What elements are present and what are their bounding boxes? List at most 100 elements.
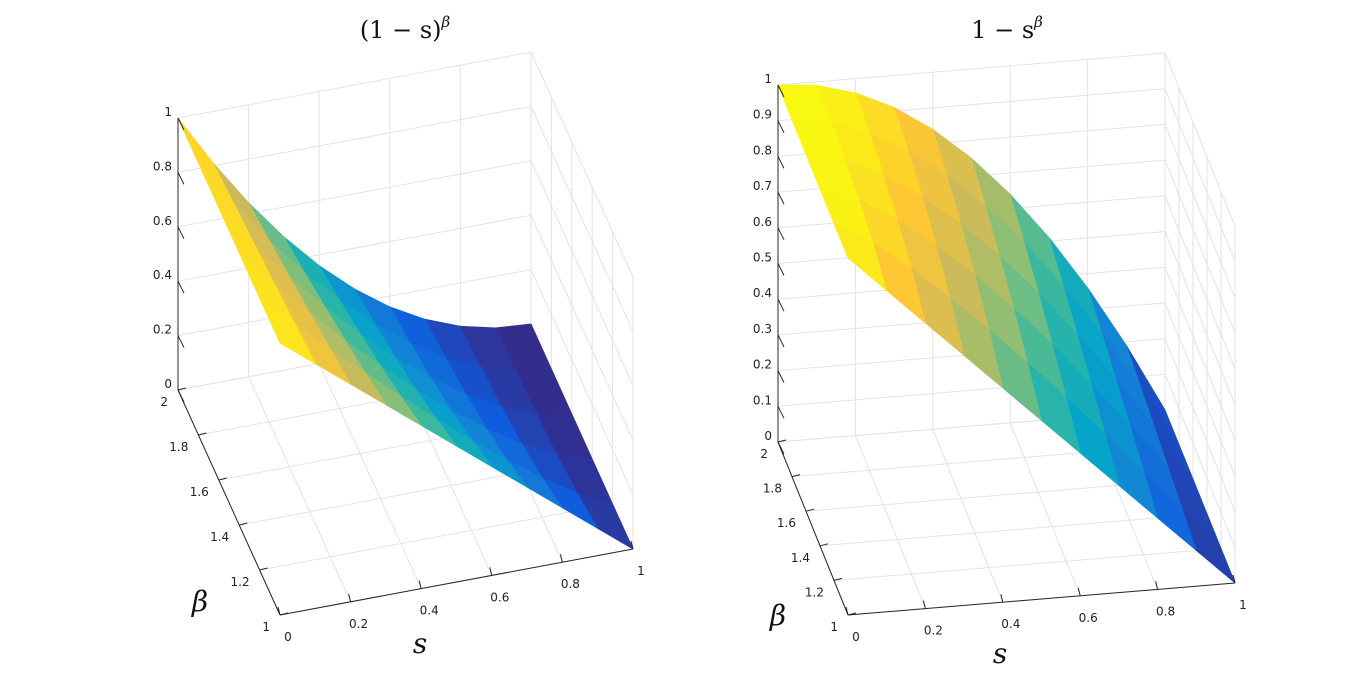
y-tick [198, 432, 207, 436]
grid-line [1164, 159, 1236, 334]
z-tick [177, 226, 185, 240]
y-tick [805, 508, 815, 512]
z-tick-label: 1 [764, 72, 772, 86]
grid-line [530, 214, 634, 441]
z-tick-label: 0.3 [753, 322, 772, 336]
x-tick-label: 1 [637, 564, 645, 578]
y-tick-label: 1.8 [763, 482, 782, 496]
z-tick-label: 0.4 [753, 286, 772, 300]
grid-line [1164, 52, 1236, 227]
x-tick-label: 0 [284, 630, 292, 644]
title-base: 1 − s [971, 16, 1034, 44]
z-tick-label: 0.1 [753, 393, 772, 407]
x-tick-label: 0.8 [1156, 604, 1175, 618]
y-tick-label: 1 [262, 620, 270, 634]
y-tick-label: 1.2 [231, 575, 250, 589]
surface-patch [177, 117, 235, 204]
z-tick-label: 0.7 [753, 179, 772, 193]
x-tick-label: 1 [1239, 598, 1247, 612]
z-tick [777, 370, 785, 383]
x-tick [277, 606, 281, 616]
z-tick [777, 263, 785, 276]
x-tick-label: 0.4 [420, 604, 439, 618]
x-tick-label: 0 [852, 630, 860, 644]
y-tick [259, 567, 268, 571]
x-tick-label: 0.8 [561, 577, 580, 591]
x-tick [489, 567, 493, 576]
y-tick-label: 1.6 [777, 516, 796, 530]
chart-title: 1 − sβ [971, 13, 1043, 44]
grid-line [833, 547, 1222, 581]
y-tick-label: 1 [830, 620, 838, 634]
x-tick [1232, 574, 1236, 584]
grid-line [1164, 124, 1236, 298]
grid-line [1164, 374, 1236, 548]
grid-line [259, 503, 613, 571]
x-tick [1077, 587, 1081, 596]
y-tick [847, 612, 857, 616]
surface-chart: 0 0.2 0.4 0.6 0.8 1 1 1.2 1.4 1.6 1.8 2 0 0.2 0.4 0.6 0.… [153, 13, 645, 660]
y-tick-label: 1.4 [791, 551, 810, 565]
x-tick [348, 593, 352, 602]
x-tick-label: 0.6 [490, 590, 509, 604]
grid-line [1164, 231, 1236, 405]
y-axis-label: β [191, 585, 208, 618]
z-tick [177, 335, 185, 348]
x-tick-label: 0.2 [924, 624, 943, 638]
grid-line [530, 160, 634, 387]
z-tick [777, 191, 785, 205]
y-axis-label: β [769, 599, 786, 632]
grid-line [1164, 195, 1236, 369]
z-tick-label: 0.6 [153, 214, 172, 228]
grid-line [1164, 88, 1236, 262]
y-axis [777, 441, 849, 616]
x-tick [845, 606, 849, 616]
x-tick-label: 0.6 [1079, 611, 1098, 625]
grid-line [177, 51, 532, 119]
x-tick [559, 554, 563, 563]
z-tick [777, 84, 785, 98]
grid-line [177, 214, 532, 282]
grid-line [854, 435, 926, 609]
chart-title: (1 − s)β [360, 13, 451, 44]
z-tick [777, 227, 785, 241]
x-axis [279, 548, 634, 616]
x-tick [1155, 581, 1159, 590]
z-tick-label: 0.8 [753, 143, 772, 157]
y-tick [833, 577, 843, 581]
title-base: (1 − s) [360, 16, 442, 44]
z-tick-label: 0.5 [753, 251, 772, 265]
z-tick-label: 0.9 [753, 108, 772, 122]
z-tick-label: 0 [164, 377, 172, 391]
y-axis [177, 389, 281, 616]
grid-line [1164, 338, 1236, 512]
grid-line [1009, 422, 1081, 596]
y-tick [791, 474, 801, 478]
z-tick [777, 406, 785, 419]
y-tick [218, 477, 227, 481]
z-tick [177, 389, 185, 403]
y-tick-label: 1.4 [210, 530, 229, 544]
grid-line [530, 269, 634, 495]
surface-patch [833, 222, 888, 291]
x-axis-label: s [413, 627, 427, 660]
title-exponent: β [441, 13, 451, 31]
y-tick-label: 2 [760, 447, 768, 461]
x-tick [418, 580, 422, 589]
grid-line [177, 105, 532, 173]
x-axis [847, 582, 1236, 616]
z-tick [777, 298, 785, 312]
z-tick [177, 280, 185, 294]
z-tick [777, 334, 785, 348]
y-tick [177, 387, 187, 391]
x-tick [1000, 594, 1004, 603]
x-tick-label: 0.2 [349, 617, 368, 631]
x-axis-label: s [993, 637, 1007, 670]
z-tick [777, 120, 785, 133]
y-tick [239, 522, 248, 526]
grid-line [530, 106, 634, 332]
z-tick-label: 0.2 [153, 323, 172, 337]
y-tick-label: 2 [160, 395, 168, 409]
z-tick [177, 117, 185, 131]
